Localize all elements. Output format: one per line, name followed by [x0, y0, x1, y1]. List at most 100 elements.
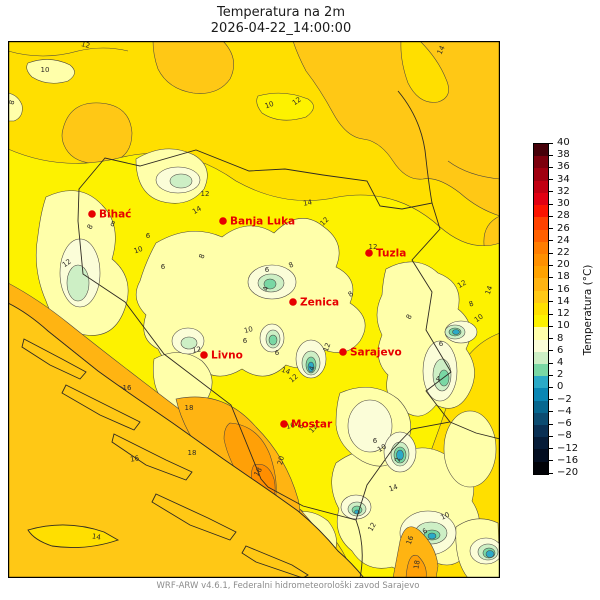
- contour-label: 6: [421, 526, 429, 535]
- border-line: [355, 519, 363, 578]
- island: [241, 545, 309, 578]
- contour-label: 10: [264, 100, 275, 111]
- contour-label: 10: [473, 313, 485, 325]
- island: [111, 433, 193, 481]
- contour-label: 6: [265, 266, 270, 274]
- contour-label: 6: [373, 437, 378, 445]
- colorbar-segment: [534, 180, 548, 193]
- contour-label: 10: [439, 511, 450, 522]
- contour-label: 18: [253, 466, 264, 478]
- contour-label: 10: [41, 66, 50, 74]
- contour-label: 14: [280, 366, 292, 377]
- colorbar-tick-mark: [549, 435, 553, 437]
- border-line: [449, 421, 500, 440]
- contour-label: 8: [8, 99, 17, 105]
- colorbar-segment: [534, 351, 548, 364]
- contour-label: 6: [439, 340, 444, 348]
- city-dot: [289, 298, 297, 306]
- colorbar-segment: [534, 156, 548, 169]
- city-dot: [219, 217, 227, 225]
- city-label: Zenica: [300, 297, 339, 309]
- colorbar-segment: [534, 192, 548, 206]
- colorbar-tick-mark: [549, 411, 553, 413]
- chart-title: Temperatura na 2m 2026-04-22_14:00:00: [0, 5, 562, 37]
- contour-label: 4: [262, 285, 271, 291]
- colorbar-tick-mark: [549, 215, 553, 217]
- island: [21, 338, 87, 380]
- contour-label: 10: [133, 245, 144, 256]
- warm-regions: [61, 41, 500, 297]
- contour-label: 12: [80, 41, 91, 50]
- colorbar-segment: [534, 315, 548, 328]
- colorbar-tick-label: −12: [557, 442, 579, 454]
- contour-label: 8: [468, 300, 475, 309]
- colorbar-ticks: 40 38 36 34 32 30 28 26 24 22 20 18 16 14 12 10 8 6 4 2 0 −2−…: [548, 137, 594, 478]
- colorbar-tick-label: −8: [557, 430, 572, 442]
- colorbar-tick-mark: [549, 472, 553, 474]
- colorbar-segment: [534, 425, 548, 438]
- contour-label: 14: [388, 483, 400, 494]
- colorbar-segment: [534, 217, 548, 230]
- contour-label: 16: [285, 421, 296, 431]
- city-markers: Bihać Banja Luka Tuzla Zenica Livno Sarajevo M…: [88, 209, 406, 431]
- colorbar-tick-label: 26: [557, 222, 570, 234]
- contour-label: 16: [130, 454, 141, 464]
- island: [151, 493, 237, 541]
- colorbar-tick-mark: [549, 423, 553, 425]
- contour-label: 20: [276, 455, 286, 466]
- adriatic-sea: [8, 302, 365, 578]
- colorbar-tick-label: −4: [557, 405, 572, 417]
- colorbar-tick-mark: [549, 179, 553, 181]
- colorbar-segment: [534, 290, 548, 303]
- colorbar-tick-label: −16: [557, 454, 579, 466]
- contour-label: 16: [405, 534, 416, 546]
- colorbar-tick-mark: [549, 252, 553, 254]
- colorbar-segment: [534, 266, 548, 279]
- contour-label: 12: [322, 342, 333, 353]
- contour-label: 8: [198, 253, 207, 260]
- cool-0-2: [307, 329, 495, 558]
- colorbar-tick-label: 28: [557, 210, 570, 222]
- contour-label: 12: [308, 423, 320, 435]
- colorbar-tick-mark: [549, 362, 553, 364]
- colorbar-tick-label: 32: [557, 185, 570, 197]
- colorbar-tick-mark: [549, 338, 553, 340]
- colorbar-tick-label: 16: [557, 283, 570, 295]
- colorbar-tick-label: 14: [557, 295, 570, 307]
- contour-label: 12: [291, 96, 303, 108]
- colorbar-segment: [534, 278, 548, 291]
- contour-label: 14: [91, 532, 102, 542]
- contour-label: 6: [161, 263, 166, 271]
- city-dot: [88, 210, 96, 218]
- colorbar-tick-mark: [549, 264, 553, 266]
- colorbar-segment: [534, 168, 548, 181]
- colorbar-tick-mark: [549, 301, 553, 303]
- colorbar-tick-label: 18: [557, 271, 570, 283]
- colorbar-tick-label: 20: [557, 259, 570, 271]
- colorbar-segment: [534, 302, 548, 316]
- colorbar-tick-label: 36: [557, 161, 570, 173]
- colorbar-tick-label: 12: [557, 308, 570, 320]
- colorbar-tick-mark: [549, 460, 553, 462]
- colorbar-tick-mark: [549, 154, 553, 156]
- contour-lines: [8, 47, 500, 180]
- contour-label: 12: [319, 216, 331, 228]
- city-label: Sarajevo: [350, 347, 402, 359]
- colorbar-segment: [534, 253, 548, 267]
- colorbar-segment: [534, 376, 548, 389]
- contour-label: 8: [109, 220, 116, 229]
- colorbar-tick-mark: [549, 350, 553, 352]
- contour-label: 8: [347, 290, 355, 299]
- colorbar-segment: [534, 449, 548, 462]
- contour-label: 2: [394, 457, 403, 463]
- island: [61, 384, 141, 431]
- title-line1: Temperatura na 2m: [216, 5, 345, 20]
- colorbar-tick-label: 22: [557, 247, 570, 258]
- contour-label: 8: [86, 223, 95, 231]
- city-dot: [280, 420, 288, 428]
- colorbar-tick-mark: [549, 374, 553, 376]
- border-line: [397, 90, 433, 204]
- city-dot: [200, 351, 208, 359]
- colorbar-segment: [534, 229, 548, 242]
